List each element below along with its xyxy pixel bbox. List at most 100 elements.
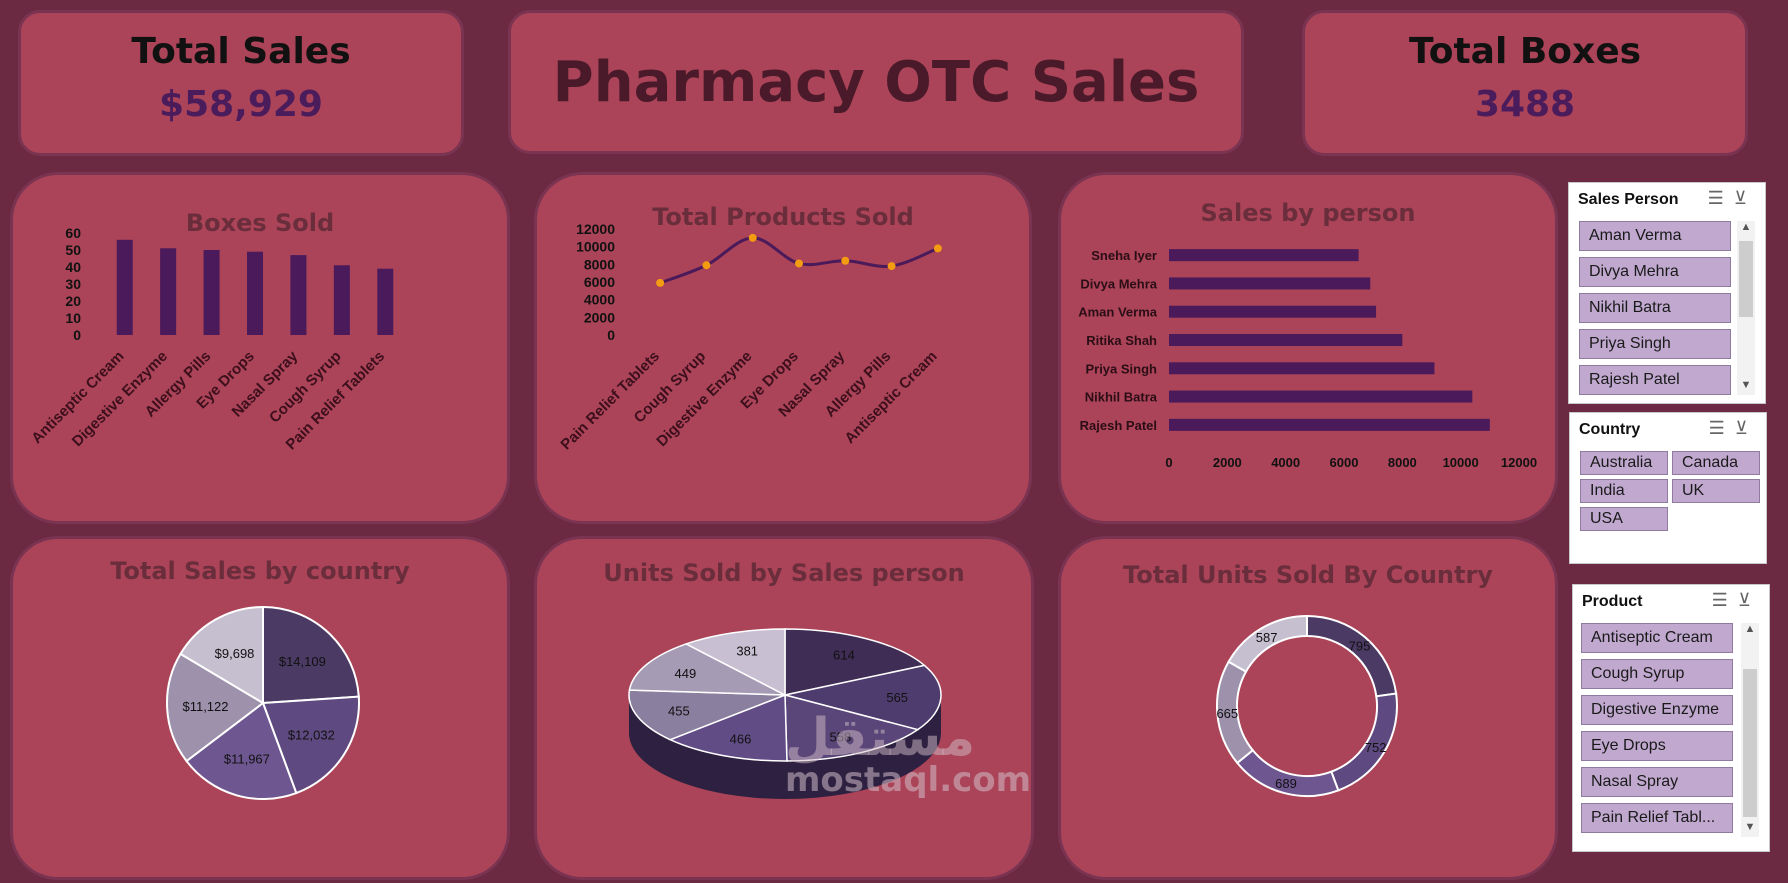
y-category-label: Priya Singh	[1085, 361, 1157, 376]
product-scrollbar[interactable]: ▲ ▼	[1741, 623, 1759, 837]
product-slicer-title: Product	[1582, 593, 1643, 610]
slicer-item-cough-syrup[interactable]: Cough Syrup	[1581, 659, 1733, 689]
line-point	[748, 233, 757, 242]
y-category-label: Sneha Iyer	[1091, 248, 1157, 263]
y-tick-label: 40	[65, 259, 81, 275]
pie-slice	[668, 693, 788, 762]
pie-slice	[166, 652, 265, 763]
products-sold-title: Total Products Sold	[652, 203, 914, 231]
x-tick-label: 0	[1165, 455, 1172, 470]
y-tick-label: 10	[65, 310, 81, 326]
data-label: 449	[675, 666, 697, 681]
bar	[1169, 305, 1377, 318]
x-tick-label: 4000	[1271, 455, 1300, 470]
data-label: 455	[668, 704, 690, 719]
bar	[160, 248, 177, 335]
scroll-up-icon[interactable]: ▲	[1744, 623, 1756, 635]
scroll-up-icon[interactable]: ▲	[1740, 221, 1752, 233]
y-tick-label: 10000	[576, 239, 615, 255]
pie-slice	[179, 605, 264, 705]
y-category-label: Rajesh Patel	[1080, 418, 1157, 433]
bar	[333, 265, 350, 335]
total-boxes-label: Total Boxes	[1408, 31, 1642, 72]
slicer-item-digestive-enzyme[interactable]: Digestive Enzyme	[1581, 695, 1733, 725]
product-slicer: Product ☰⊻ Antiseptic Cream Cough Syrup …	[1572, 584, 1770, 852]
bar	[1169, 277, 1371, 290]
data-label: 665	[1216, 706, 1238, 721]
data-label: 558	[829, 729, 851, 744]
line-point	[656, 278, 665, 287]
bar	[203, 250, 220, 335]
slicer-item-australia[interactable]: Australia	[1580, 451, 1668, 475]
clear-filter-icon[interactable]: ⊻	[1737, 590, 1761, 610]
slicer-item-aman-verma[interactable]: Aman Verma	[1579, 221, 1731, 251]
total-sales-label: Total Sales	[131, 31, 351, 72]
units-by-country-chart: 795 752 689 665 587	[1216, 614, 1398, 797]
data-label: 752	[1365, 740, 1387, 755]
dashboard-title: Pharmacy OTC Sales	[552, 50, 1200, 115]
y-tick-label: 0	[73, 327, 81, 343]
data-label: $14,109	[279, 654, 326, 669]
slicer-item-nikhil-batra[interactable]: Nikhil Batra	[1579, 293, 1731, 323]
units-by-country-title: Total Units Sold By Country	[1123, 561, 1493, 589]
bar	[1169, 418, 1490, 431]
y-category-label: Divya Mehra	[1080, 276, 1157, 291]
sales-by-person-panel: Sales by person Sneha Iyer Divya Mehra Ama…	[1058, 172, 1558, 524]
slicer-item-india[interactable]: India	[1580, 479, 1668, 503]
sales-person-scrollbar[interactable]: ▲ ▼	[1737, 221, 1755, 395]
dashboard-title-card: Pharmacy OTC Sales	[508, 10, 1244, 154]
slicer-item-antiseptic-cream[interactable]: Antiseptic Cream	[1581, 623, 1733, 653]
scroll-down-icon[interactable]: ▼	[1740, 379, 1752, 391]
units-by-person-title: Units Sold by Sales person	[603, 559, 965, 587]
multi-select-icon[interactable]: ☰	[1708, 418, 1735, 438]
donut-segment	[1306, 614, 1398, 698]
y-tick-label: 60	[65, 225, 81, 241]
clear-filter-icon[interactable]: ⊻	[1733, 188, 1757, 208]
line-point	[841, 256, 850, 265]
units-by-country-panel: Total Units Sold By Country 795 752 689 665…	[1058, 536, 1558, 880]
data-label: 614	[833, 648, 855, 663]
slicer-item-divya-mehra[interactable]: Divya Mehra	[1579, 257, 1731, 287]
bar	[1169, 362, 1435, 375]
pie-slice	[784, 628, 927, 696]
pie-side	[629, 695, 941, 799]
total-sales-card: Total Sales $58,929	[18, 10, 464, 156]
data-label: $11,967	[224, 751, 270, 766]
pie-slice	[628, 643, 786, 696]
sales-by-country-title: Total Sales by country	[110, 557, 410, 585]
pie-slice	[262, 605, 360, 705]
slicer-item-priya-singh[interactable]: Priya Singh	[1579, 329, 1731, 359]
data-label: $11,122	[182, 699, 228, 714]
slicer-item-usa[interactable]: USA	[1580, 507, 1668, 531]
slicer-item-pain-relief-tablets[interactable]: Pain Relief Tabl...	[1581, 803, 1733, 833]
bar	[1169, 390, 1473, 403]
multi-select-icon[interactable]: ☰	[1711, 590, 1738, 610]
multi-select-icon[interactable]: ☰	[1707, 188, 1734, 208]
slicer-tools: ☰⊻	[1708, 188, 1757, 209]
slicer-item-nasal-spray[interactable]: Nasal Spray	[1581, 767, 1733, 797]
data-label: 381	[736, 643, 758, 658]
clear-filter-icon[interactable]: ⊻	[1734, 418, 1758, 438]
slicer-item-uk[interactable]: UK	[1672, 479, 1760, 503]
line-point	[933, 244, 942, 253]
sales-by-country-chart: $14,109 $12,032 $11,967 $11,122 $9,698	[166, 605, 360, 800]
boxes-sold-panel: Boxes Sold 0 10 20 30 40 50 60 Antiseptic Cream…	[10, 172, 510, 524]
y-tick-label: 50	[65, 242, 81, 258]
total-sales-value: $58,929	[159, 84, 323, 125]
slicer-item-eye-drops[interactable]: Eye Drops	[1581, 731, 1733, 761]
data-label: 565	[886, 690, 908, 705]
slicer-item-canada[interactable]: Canada	[1672, 451, 1760, 475]
data-label: $9,698	[215, 646, 255, 661]
slicer-item-rajesh-patel[interactable]: Rajesh Patel	[1579, 365, 1731, 395]
products-sold-panel: Total Products Sold 0 2000 4000 6000 8000 100…	[534, 172, 1032, 524]
total-boxes-value: 3488	[1474, 84, 1576, 125]
sales-by-person-chart: Sneha Iyer Divya Mehra Aman Verma Ritika Sh…	[1078, 248, 1537, 470]
pie-slice	[684, 628, 786, 697]
scroll-down-icon[interactable]: ▼	[1744, 821, 1756, 833]
country-slicer: Country ☰⊻ Australia Canada India UK USA	[1569, 412, 1767, 564]
pie-slice	[784, 694, 920, 762]
data-label: 689	[1275, 776, 1297, 791]
data-label: 587	[1256, 630, 1278, 645]
y-tick-label: 6000	[584, 274, 615, 290]
